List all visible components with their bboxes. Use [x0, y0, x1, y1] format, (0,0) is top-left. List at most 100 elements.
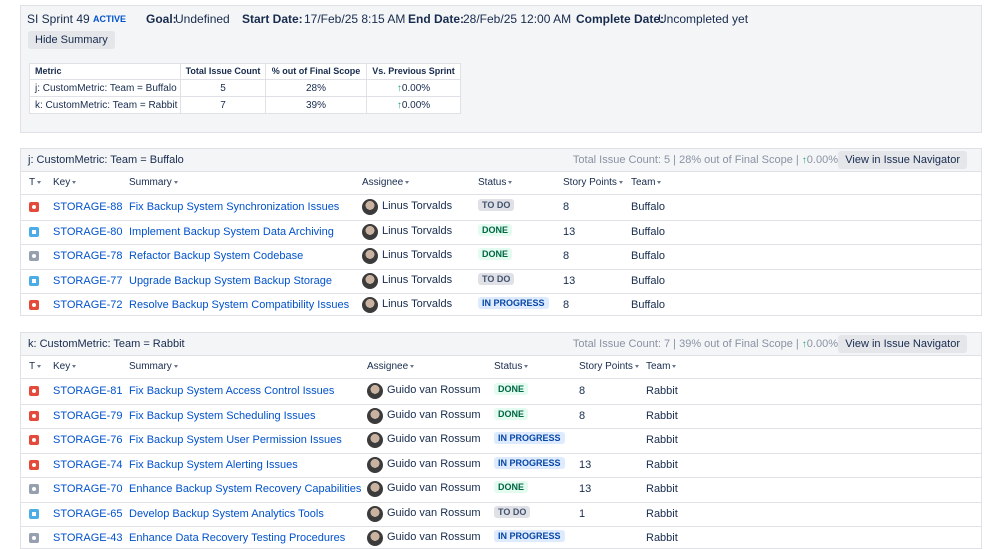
team: Rabbit — [646, 507, 678, 520]
summary[interactable]: Refactor Backup System Codebase — [129, 250, 304, 262]
team: Rabbit — [646, 385, 678, 397]
type-glyph — [32, 487, 36, 491]
column-header[interactable]: T — [29, 177, 42, 188]
avatar — [362, 223, 378, 240]
summary-table — [29, 63, 461, 114]
navigator-button[interactable]: View in Issue Navigator — [838, 335, 967, 353]
summary[interactable]: Develop Backup System Analytics Tools — [129, 507, 324, 520]
start-value: 17/Feb/25 8:15 AM — [304, 12, 406, 26]
assignee: Guido van Rossum — [387, 506, 481, 519]
group-stats: Total Issue Count: 7 | 39% out of Final … — [573, 338, 838, 350]
summary-cell: 39% — [266, 97, 367, 114]
column-header[interactable]: Story Points — [579, 361, 639, 372]
key[interactable]: STORAGE-77 — [53, 274, 123, 287]
points: 13 — [579, 483, 592, 495]
summary[interactable]: Implement Backup System Data Archiving — [129, 225, 334, 238]
column-header[interactable]: Story Points — [563, 177, 623, 188]
column-header[interactable]: Assignee — [367, 361, 415, 372]
column-header[interactable]: Summary — [129, 361, 178, 372]
summary[interactable]: Fix Backup System Access Control Issues — [129, 385, 335, 397]
assignee: Linus Torvalds — [382, 249, 453, 261]
type-icon — [29, 508, 39, 519]
summary[interactable]: Fix Backup System Alerting Issues — [129, 458, 298, 471]
key[interactable]: STORAGE-72 — [53, 299, 123, 311]
cell-text: 7 — [220, 100, 226, 111]
sort-icon — [657, 180, 662, 184]
column-header[interactable]: Summary — [129, 177, 178, 188]
column-header[interactable]: Team — [631, 177, 662, 188]
toggle-button[interactable]: Hide Summary — [28, 31, 115, 49]
summary[interactable]: Enhance Data Recovery Testing Procedures — [129, 532, 346, 544]
row-line — [21, 526, 981, 527]
summary[interactable]: Fix Backup System Synchronization Issues — [129, 201, 340, 213]
navigator-button[interactable]: View in Issue Navigator — [838, 151, 967, 169]
sort-icon — [173, 180, 178, 184]
type-glyph — [32, 413, 36, 418]
row-line — [21, 268, 981, 270]
key[interactable]: STORAGE-70 — [53, 483, 123, 495]
key[interactable]: STORAGE-43 — [53, 532, 123, 544]
key[interactable]: STORAGE-81 — [53, 385, 123, 397]
key[interactable]: STORAGE-80 — [53, 225, 123, 238]
column-header[interactable]: Key — [53, 361, 77, 372]
key[interactable]: STORAGE-74 — [53, 458, 123, 471]
group-header — [21, 333, 981, 356]
cell-text: 0.00% — [401, 83, 431, 94]
row-line — [21, 428, 981, 429]
type-icon — [29, 484, 39, 494]
points: 8 — [563, 201, 570, 213]
summary-header: % out of Final Scope — [266, 63, 367, 80]
cell-text: 39% — [305, 100, 326, 111]
summary[interactable]: Fix Backup System Scheduling Issues — [129, 409, 316, 422]
summary[interactable]: Fix Backup System User Permission Issues — [129, 434, 342, 446]
assignee: Guido van Rossum — [387, 433, 481, 445]
sort-icon — [618, 180, 623, 184]
summary[interactable]: Upgrade Backup System Backup Storage — [129, 274, 333, 287]
status-lozenge: TO DO — [478, 272, 515, 285]
key[interactable]: STORAGE-88 — [53, 201, 123, 213]
column-header[interactable]: Status — [478, 177, 513, 188]
assignee: Linus Torvalds — [382, 200, 453, 212]
sort-icon — [508, 180, 513, 184]
avatar — [362, 199, 378, 215]
group-title: k: CustomMetric: Team = Rabbit — [28, 338, 185, 350]
column-header[interactable]: Key — [53, 177, 77, 188]
column-header[interactable]: T — [29, 361, 42, 372]
column-header[interactable]: Assignee — [362, 177, 410, 188]
summary-cell: ↑0.00% — [367, 97, 461, 114]
team: Rabbit — [646, 409, 678, 422]
assignee: Guido van Rossum — [387, 531, 481, 543]
type-glyph — [32, 229, 36, 234]
key[interactable]: STORAGE-65 — [53, 507, 123, 520]
sort-icon — [524, 364, 529, 368]
column-header[interactable]: Status — [494, 361, 529, 372]
avatar — [367, 505, 383, 522]
sort-icon — [634, 364, 639, 368]
avatar — [367, 530, 383, 546]
assignee: Linus Torvalds — [382, 298, 453, 310]
assignee: Guido van Rossum — [387, 384, 481, 396]
sort-icon — [405, 180, 410, 184]
status-lozenge: IN PROGRESS — [494, 530, 565, 542]
key[interactable]: STORAGE-78 — [53, 250, 123, 262]
type-icon — [29, 533, 39, 543]
team: Buffalo — [631, 274, 666, 287]
up-arrow: ↑ — [801, 155, 807, 166]
summary[interactable]: Resolve Backup System Compatibility Issu… — [129, 299, 350, 311]
team: Rabbit — [646, 483, 678, 495]
column-header[interactable]: Team — [646, 361, 677, 372]
assignee: Linus Torvalds — [382, 273, 453, 286]
key[interactable]: STORAGE-79 — [53, 409, 123, 422]
points: 8 — [579, 409, 586, 422]
avatar — [362, 297, 378, 313]
key[interactable]: STORAGE-76 — [53, 434, 123, 446]
sort-icon — [410, 364, 415, 368]
summary-cell: 7 — [181, 97, 266, 114]
avatar — [362, 248, 378, 264]
row-line — [21, 219, 981, 221]
type-icon — [29, 251, 39, 261]
points: 8 — [579, 385, 586, 397]
avatar — [362, 272, 378, 289]
type-glyph — [32, 389, 36, 393]
summary[interactable]: Enhance Backup System Recovery Capabilit… — [129, 483, 362, 495]
